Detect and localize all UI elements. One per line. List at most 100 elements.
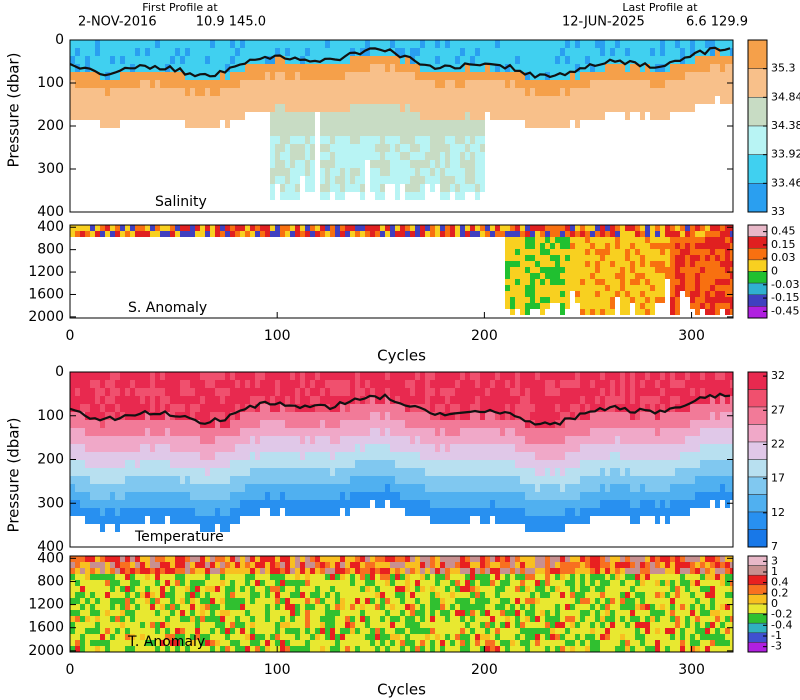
field-cell <box>645 476 650 492</box>
field-cell <box>255 396 260 404</box>
field-cell <box>125 388 130 396</box>
field-cell <box>495 646 500 652</box>
field-cell <box>235 628 240 640</box>
field-cell <box>690 634 695 646</box>
field-cell <box>705 303 710 309</box>
field-cell <box>300 388 305 412</box>
field-cell <box>295 428 300 436</box>
field-cell <box>500 640 505 646</box>
field-cell <box>710 56 715 64</box>
field-cell <box>610 444 615 452</box>
field-cell <box>410 556 415 562</box>
field-cell <box>470 231 475 237</box>
field-cell <box>570 500 575 508</box>
field-cell <box>685 380 690 412</box>
field-cell <box>625 468 630 484</box>
field-cell <box>510 476 515 492</box>
field-cell <box>120 562 125 568</box>
field-cell <box>665 476 670 492</box>
field-cell <box>160 460 165 476</box>
x-tick-label: 200 <box>471 662 498 678</box>
field-cell <box>440 556 445 562</box>
field-cell <box>580 237 585 279</box>
field-cell <box>245 568 250 574</box>
field-cell <box>640 610 645 622</box>
field-cell <box>640 231 645 237</box>
field-cell <box>710 460 715 476</box>
colorbar-label: 34.84 <box>771 90 800 103</box>
field-cell <box>625 574 630 580</box>
field-cell <box>210 428 215 444</box>
field-cell <box>240 592 245 598</box>
field-cell <box>330 574 335 580</box>
field-cell <box>485 628 490 634</box>
field-cell <box>695 56 700 72</box>
field-cell <box>415 428 420 436</box>
field-cell <box>305 586 310 598</box>
field-cell <box>275 622 280 634</box>
field-cell <box>410 592 415 598</box>
field-cell <box>495 580 500 586</box>
field-cell <box>545 428 550 444</box>
field-cell <box>535 225 540 231</box>
field-cell <box>255 634 260 646</box>
field-cell <box>505 88 510 120</box>
field-cell <box>80 372 85 404</box>
field-cell <box>490 556 495 562</box>
field-cell <box>105 225 110 231</box>
field-cell <box>365 225 370 231</box>
field-cell <box>595 231 600 237</box>
field-cell <box>320 468 325 484</box>
field-cell <box>270 452 275 468</box>
field-cell <box>535 640 540 646</box>
field-cell <box>420 72 425 80</box>
field-cell <box>440 428 445 444</box>
field-cell <box>530 592 535 598</box>
field-cell <box>690 372 695 388</box>
field-cell <box>125 72 130 88</box>
field-cell <box>495 628 500 634</box>
field-cell <box>305 48 310 56</box>
field-cell <box>685 255 690 297</box>
field-cell <box>215 568 220 574</box>
field-cell <box>600 72 605 80</box>
field-cell <box>385 586 390 598</box>
field-cell <box>605 492 610 500</box>
field-cell <box>695 616 700 622</box>
field-cell <box>390 556 395 562</box>
field-cell <box>580 492 585 508</box>
field-cell <box>160 622 165 628</box>
field-cell <box>680 80 685 112</box>
field-cell <box>215 388 220 396</box>
field-cell <box>660 56 665 64</box>
field-cell <box>115 404 120 412</box>
colorbar-label: 0 <box>771 597 778 610</box>
field-cell <box>260 80 265 112</box>
field-cell <box>160 88 165 120</box>
field-cell <box>410 380 415 396</box>
field-cell <box>530 273 535 309</box>
field-cell <box>475 568 480 574</box>
field-cell <box>285 64 290 80</box>
field-cell <box>600 460 605 468</box>
field-cell <box>250 372 255 396</box>
field-cell <box>725 622 730 628</box>
field-cell <box>475 640 480 646</box>
field-cell <box>220 452 225 468</box>
field-cell <box>730 261 733 267</box>
field-cell <box>175 580 180 586</box>
field-cell <box>460 508 465 524</box>
field-cell <box>325 500 330 516</box>
field-cell <box>650 556 655 562</box>
field-cell <box>690 574 695 580</box>
field-cell <box>280 592 285 598</box>
field-cell <box>685 436 690 452</box>
field-cell <box>645 460 650 476</box>
field-cell <box>435 476 440 492</box>
field-cell <box>90 628 95 634</box>
field-cell <box>80 556 85 562</box>
field-cell <box>80 72 85 88</box>
field-cell <box>545 96 550 128</box>
field-cell <box>625 231 630 249</box>
field-cell <box>650 396 655 412</box>
